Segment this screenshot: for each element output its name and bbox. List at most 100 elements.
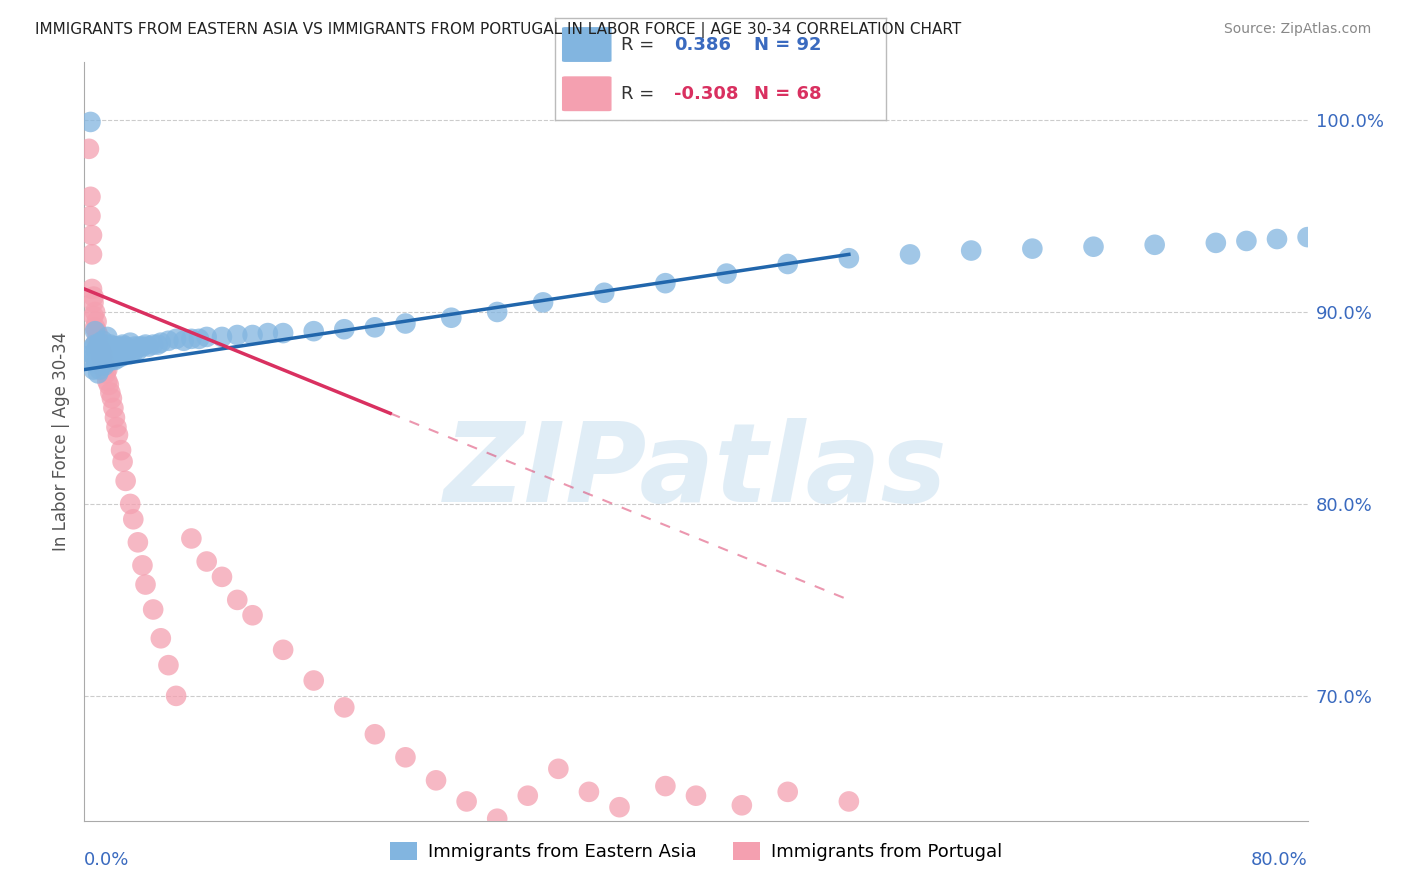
Point xyxy=(93,355,115,369)
Point xyxy=(120,335,142,350)
Text: R =: R = xyxy=(621,85,661,103)
Point xyxy=(138,339,160,353)
Point xyxy=(547,762,569,776)
Point xyxy=(114,339,136,353)
Y-axis label: In Labor Force | Age 30-34: In Labor Force | Age 30-34 xyxy=(52,332,70,551)
Point xyxy=(302,324,325,338)
Point xyxy=(83,295,105,310)
Point xyxy=(120,347,142,361)
Point xyxy=(89,335,111,350)
Point xyxy=(84,305,107,319)
Point xyxy=(173,334,195,348)
Point xyxy=(776,785,799,799)
Point xyxy=(86,343,108,358)
Point xyxy=(364,320,387,334)
Point xyxy=(97,353,120,368)
Point xyxy=(104,410,127,425)
Point xyxy=(89,347,111,361)
Point xyxy=(394,750,416,764)
Point xyxy=(131,558,153,573)
Point xyxy=(87,353,110,368)
Point xyxy=(226,593,249,607)
Point xyxy=(486,305,509,319)
Point xyxy=(90,353,112,368)
Point xyxy=(79,190,101,204)
Text: N = 68: N = 68 xyxy=(754,85,821,103)
Legend: Immigrants from Eastern Asia, Immigrants from Portugal: Immigrants from Eastern Asia, Immigrants… xyxy=(382,835,1010,869)
Point xyxy=(195,330,218,344)
Point xyxy=(87,328,110,343)
Point xyxy=(516,789,538,803)
Point xyxy=(654,276,676,290)
Text: ZIPatlas: ZIPatlas xyxy=(444,418,948,525)
Point xyxy=(101,339,124,353)
Point xyxy=(97,378,120,392)
Point xyxy=(165,332,187,346)
Point xyxy=(394,317,416,331)
Point xyxy=(105,420,128,434)
Point xyxy=(654,779,676,793)
Point xyxy=(80,282,103,296)
Point xyxy=(91,357,114,371)
Point xyxy=(101,353,124,368)
Point xyxy=(111,349,134,363)
Point xyxy=(84,320,107,334)
Point xyxy=(128,339,150,353)
Point xyxy=(87,367,110,381)
Point xyxy=(84,324,107,338)
Text: Source: ZipAtlas.com: Source: ZipAtlas.com xyxy=(1223,22,1371,37)
Point xyxy=(127,535,149,549)
Point xyxy=(271,642,294,657)
Point xyxy=(838,251,860,265)
Point xyxy=(142,602,165,616)
Point xyxy=(440,310,463,325)
Point xyxy=(83,339,105,353)
Point xyxy=(110,339,132,353)
Point xyxy=(425,773,447,788)
Point xyxy=(115,345,138,359)
Point xyxy=(149,335,172,350)
Point xyxy=(84,351,107,365)
Point xyxy=(89,347,111,361)
Point xyxy=(87,339,110,353)
Point xyxy=(83,362,105,376)
Point xyxy=(108,347,131,361)
Point xyxy=(80,228,103,243)
Point xyxy=(157,658,180,673)
Text: IMMIGRANTS FROM EASTERN ASIA VS IMMIGRANTS FROM PORTUGAL IN LABOR FORCE | AGE 30: IMMIGRANTS FROM EASTERN ASIA VS IMMIGRAN… xyxy=(35,22,962,38)
Point xyxy=(90,343,112,358)
Point xyxy=(94,337,117,351)
Point xyxy=(1296,230,1319,244)
Point xyxy=(271,326,294,340)
Point xyxy=(101,392,124,406)
Point xyxy=(127,343,149,358)
Point xyxy=(84,337,107,351)
Point xyxy=(838,794,860,808)
Point xyxy=(107,427,129,442)
Point xyxy=(1265,232,1288,246)
Point xyxy=(77,353,100,368)
Point xyxy=(96,330,118,344)
Point xyxy=(122,512,145,526)
Point xyxy=(211,570,233,584)
Point xyxy=(96,374,118,388)
Point xyxy=(86,315,108,329)
Text: 80.0%: 80.0% xyxy=(1251,851,1308,869)
Point xyxy=(93,359,115,373)
Point xyxy=(79,209,101,223)
Point xyxy=(188,332,211,346)
Point xyxy=(103,347,125,361)
Point xyxy=(80,247,103,261)
Point xyxy=(96,355,118,369)
Point xyxy=(86,357,108,371)
Point xyxy=(105,347,128,361)
Point xyxy=(776,257,799,271)
FancyBboxPatch shape xyxy=(562,77,612,112)
Point xyxy=(86,334,108,348)
Text: R =: R = xyxy=(621,36,661,54)
Point xyxy=(180,332,202,346)
Point xyxy=(97,339,120,353)
Point xyxy=(87,339,110,353)
FancyBboxPatch shape xyxy=(562,27,612,62)
Point xyxy=(98,337,121,351)
